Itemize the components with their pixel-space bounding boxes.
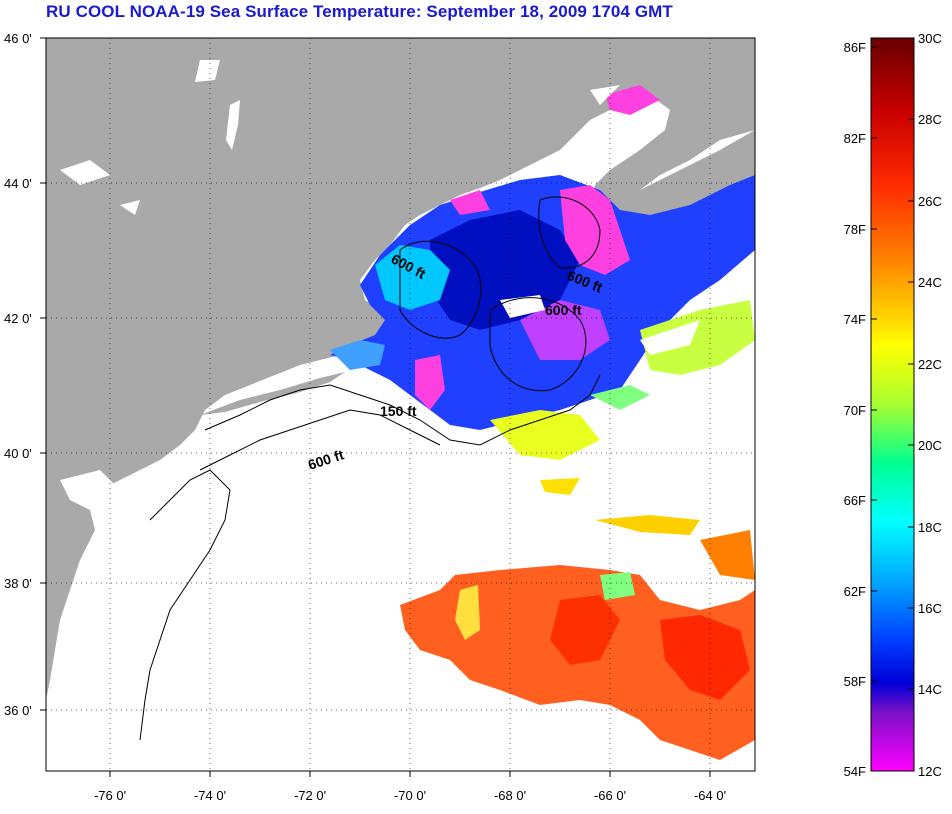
contour-label-3: 600 ft bbox=[545, 302, 582, 318]
lon-label: -76 0' bbox=[94, 788, 126, 803]
colorbar-c-label: 18C bbox=[918, 520, 942, 535]
colorbar-f-label: 86F bbox=[844, 40, 866, 55]
map-title: RU COOL NOAA-19 Sea Surface Temperature:… bbox=[46, 2, 673, 21]
lat-label: 36 0' bbox=[4, 703, 32, 718]
latitude-labels: 46 0' 44 0' 42 0' 40 0' 38 0' 36 0' bbox=[4, 31, 32, 718]
lon-label: -68 0' bbox=[494, 788, 526, 803]
colorbar-f-label: 66F bbox=[844, 493, 866, 508]
colorbar-c-label: 16C bbox=[918, 601, 942, 616]
colorbar-c-label: 14C bbox=[918, 682, 942, 697]
lon-label: -70 0' bbox=[394, 788, 426, 803]
colorbar-c-label: 30C bbox=[918, 31, 942, 46]
colorbar-c-label: 12C bbox=[918, 764, 942, 779]
sst-cold-patch bbox=[560, 185, 630, 275]
lon-label: -72 0' bbox=[294, 788, 326, 803]
lat-label: 40 0' bbox=[4, 446, 32, 461]
map-panel: 600 ft 600 ft 600 ft 150 ft 600 ft bbox=[46, 38, 755, 771]
colorbar-c-label: 26C bbox=[918, 194, 942, 209]
colorbar-c-label: 24C bbox=[918, 275, 942, 290]
lon-label: -66 0' bbox=[594, 788, 626, 803]
colorbar-gradient bbox=[870, 37, 915, 772]
lat-label: 38 0' bbox=[4, 576, 32, 591]
lat-label: 42 0' bbox=[4, 311, 32, 326]
land-mass bbox=[46, 38, 755, 700]
longitude-labels: -76 0' -74 0' -72 0' -70 0' -68 0' -66 0… bbox=[94, 788, 726, 803]
colorbar-f-label: 74F bbox=[844, 312, 866, 327]
colorbar-f-label: 70F bbox=[844, 403, 866, 418]
colorbar-f-label: 62F bbox=[844, 584, 866, 599]
colorbar-c-label: 22C bbox=[918, 357, 942, 372]
colorbar-f-label: 82F bbox=[844, 131, 866, 146]
lon-label: -64 0' bbox=[694, 788, 726, 803]
contour-label-4: 150 ft bbox=[380, 403, 417, 419]
colorbar-f-label: 54F bbox=[844, 764, 866, 779]
colorbar-c-label: 20C bbox=[918, 438, 942, 453]
lon-label: -74 0' bbox=[194, 788, 226, 803]
colorbar: 86F 82F 78F 74F 70F 66F 62F 58F 54F 30C … bbox=[844, 31, 942, 779]
lat-label: 46 0' bbox=[4, 31, 32, 46]
colorbar-f-label: 58F bbox=[844, 674, 866, 689]
colorbar-c-label: 28C bbox=[918, 112, 942, 127]
colorbar-f-label: 78F bbox=[844, 222, 866, 237]
lat-label: 44 0' bbox=[4, 176, 32, 191]
long-island bbox=[200, 372, 345, 415]
